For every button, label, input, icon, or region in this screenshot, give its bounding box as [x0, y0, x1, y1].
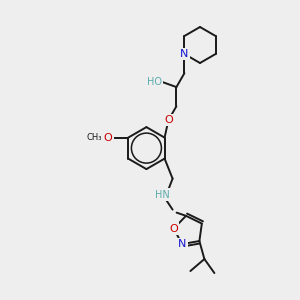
Text: O: O	[104, 133, 112, 142]
Text: HO: HO	[147, 77, 162, 87]
Text: N: N	[180, 49, 189, 59]
Text: N: N	[178, 239, 186, 249]
Text: CH₃: CH₃	[86, 133, 102, 142]
Text: O: O	[169, 224, 178, 233]
Text: HN: HN	[155, 190, 170, 200]
Text: O: O	[164, 115, 173, 125]
